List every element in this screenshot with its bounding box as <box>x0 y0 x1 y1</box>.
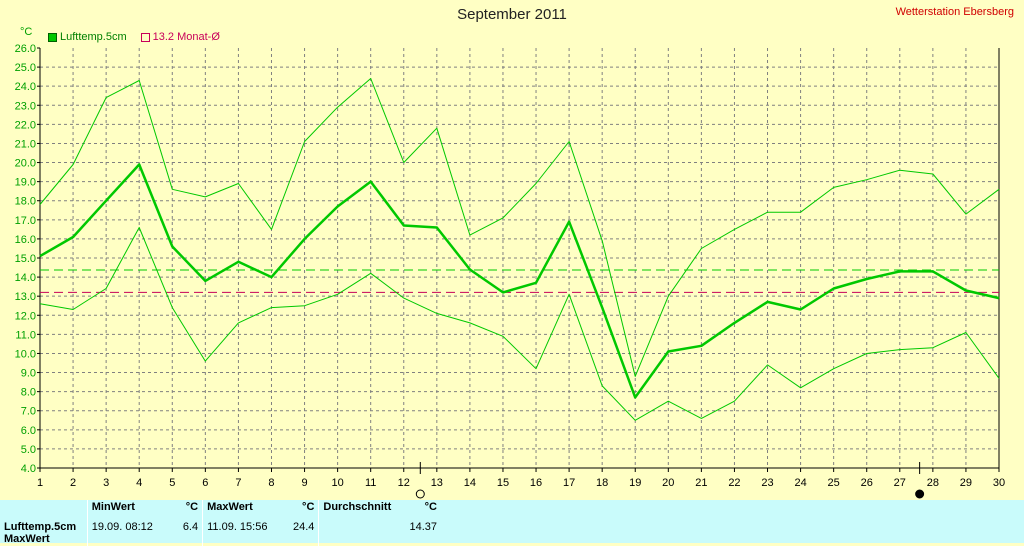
avg-unit-header: °C <box>424 501 437 513</box>
y-tick-label: 20.0 <box>15 158 36 170</box>
avg-value: 14.37 <box>409 521 437 533</box>
legend-label-monthly-average: 13.2 Monat-Ø <box>152 31 220 43</box>
y-tick-label: 19.0 <box>15 177 36 189</box>
series-line-min <box>39 227 1000 421</box>
reference-lines <box>40 269 999 293</box>
y-tick-label: 16.0 <box>15 234 36 246</box>
legend-item-temperature: Lufttemp.5cm <box>48 31 127 43</box>
chart-grid <box>40 48 999 468</box>
x-axis-tick-labels: 1 2 3 4 5 6 7 8 9 10 11 12 13 14 15 16 17 18 19 20 21 22 23 24 2… <box>37 477 1005 489</box>
chart-axes <box>37 47 1000 472</box>
x-tick-label: 16 <box>530 477 542 489</box>
min-value: 6.4 <box>182 521 199 533</box>
x-tick-label: 12 <box>398 477 410 489</box>
x-tick-label: 27 <box>894 477 906 489</box>
max-value: 24.4 <box>292 521 315 533</box>
x-tick-label: 9 <box>301 477 307 489</box>
x-tick-label: 11 <box>365 477 376 489</box>
chart-legend: Lufttemp.5cm 13.2 Monat-Ø <box>48 31 220 43</box>
max-header: MaxWert <box>202 500 289 520</box>
y-tick-label: 4.0 <box>21 463 36 475</box>
y-tick-label: 26.0 <box>15 43 36 55</box>
legend-swatch-temperature <box>48 32 57 42</box>
legend-item-monthly-average: 13.2 Monat-Ø <box>140 31 220 43</box>
x-tick-label: 15 <box>497 477 509 489</box>
statistics-panel: MinWert °C MaxWert °C Durchschnitt °C Lu… <box>0 500 1024 546</box>
min-header: MinWert <box>86 500 179 520</box>
y-tick-label: 8.0 <box>21 387 36 399</box>
stats-row-label-maxwert: MaxWert <box>4 533 50 545</box>
avg-header: Durchschnitt <box>318 500 406 520</box>
x-tick-label: 17 <box>563 477 575 489</box>
x-tick-label: 13 <box>431 477 443 489</box>
stats-row-label-temperature: Lufttemp.5cm <box>4 521 77 533</box>
series-line-mean <box>39 163 1000 399</box>
station-name: Wetterstation Ebersberg <box>895 6 1014 18</box>
x-tick-label: 19 <box>629 477 641 489</box>
y-tick-label: 23.0 <box>15 100 36 112</box>
chart-title: September 2011 <box>457 6 567 23</box>
y-tick-label: 7.0 <box>21 406 36 418</box>
x-tick-label: 29 <box>960 477 972 489</box>
y-tick-label: 15.0 <box>15 253 36 265</box>
statistics-table: MinWert °C MaxWert °C Durchschnitt °C Lu… <box>0 500 441 546</box>
y-tick-label: 11.0 <box>15 329 36 341</box>
stats-empty-cell <box>0 500 87 520</box>
max-unit-header: °C <box>302 501 315 513</box>
x-tick-label: 8 <box>268 477 274 489</box>
y-tick-label: 25.0 <box>15 62 36 74</box>
legend-swatch-monthly-average <box>140 32 150 42</box>
y-tick-label: 5.0 <box>21 444 36 456</box>
new-moon-icon <box>915 489 925 499</box>
x-tick-label: 25 <box>828 477 840 489</box>
moon-phase-markers <box>415 462 925 499</box>
x-tick-label: 1 <box>37 477 43 489</box>
x-tick-label: 30 <box>993 477 1005 489</box>
x-tick-label: 23 <box>761 477 773 489</box>
y-tick-label: 18.0 <box>15 196 36 208</box>
x-tick-label: 6 <box>202 477 208 489</box>
avg-empty-cell <box>318 520 406 546</box>
y-axis-tick-labels: 4.0 5.0 6.0 7.0 8.0 9.0 10.0 11.0 12.0 13.0 14.0 15… <box>15 43 36 475</box>
x-tick-label: 20 <box>662 477 674 489</box>
x-tick-label: 3 <box>103 477 109 489</box>
y-tick-label: 24.0 <box>15 81 36 93</box>
y-axis-unit: °C <box>20 26 33 38</box>
x-tick-label: 18 <box>596 477 608 489</box>
x-tick-label: 28 <box>927 477 939 489</box>
x-tick-label: 4 <box>136 477 142 489</box>
x-tick-label: 10 <box>331 477 343 489</box>
x-tick-label: 2 <box>70 477 76 489</box>
y-tick-label: 13.0 <box>15 291 36 303</box>
x-tick-label: 14 <box>464 477 476 489</box>
x-tick-label: 5 <box>169 477 175 489</box>
temperature-chart: 4.05.06.07.08.09.010.011.012.013.014.015… <box>15 43 1005 499</box>
y-tick-label: 17.0 <box>15 215 36 227</box>
y-tick-label: 9.0 <box>21 368 36 380</box>
x-tick-label: 26 <box>861 477 873 489</box>
max-timestamp: 11.09. 15:56 <box>202 520 289 546</box>
min-unit-header: °C <box>185 501 199 513</box>
x-tick-label: 7 <box>235 477 241 489</box>
y-tick-label: 6.0 <box>21 425 36 437</box>
series-line-max <box>39 78 1000 377</box>
y-tick-label: 12.0 <box>15 310 36 322</box>
series-lines <box>39 78 1000 421</box>
y-tick-label: 10.0 <box>15 348 36 360</box>
y-tick-label: 22.0 <box>15 119 36 131</box>
x-tick-label: 21 <box>695 477 707 489</box>
min-timestamp: 19.09. 08:12 <box>86 520 179 546</box>
x-tick-label: 24 <box>794 477 806 489</box>
x-tick-label: 22 <box>728 477 740 489</box>
y-tick-label: 14.0 <box>15 272 36 284</box>
full-moon-icon <box>415 489 425 499</box>
legend-label-temperature: Lufttemp.5cm <box>60 31 127 43</box>
y-tick-label: 21.0 <box>15 138 36 150</box>
stats-row-label: Lufttemp.5cm MaxWert <box>0 520 87 546</box>
